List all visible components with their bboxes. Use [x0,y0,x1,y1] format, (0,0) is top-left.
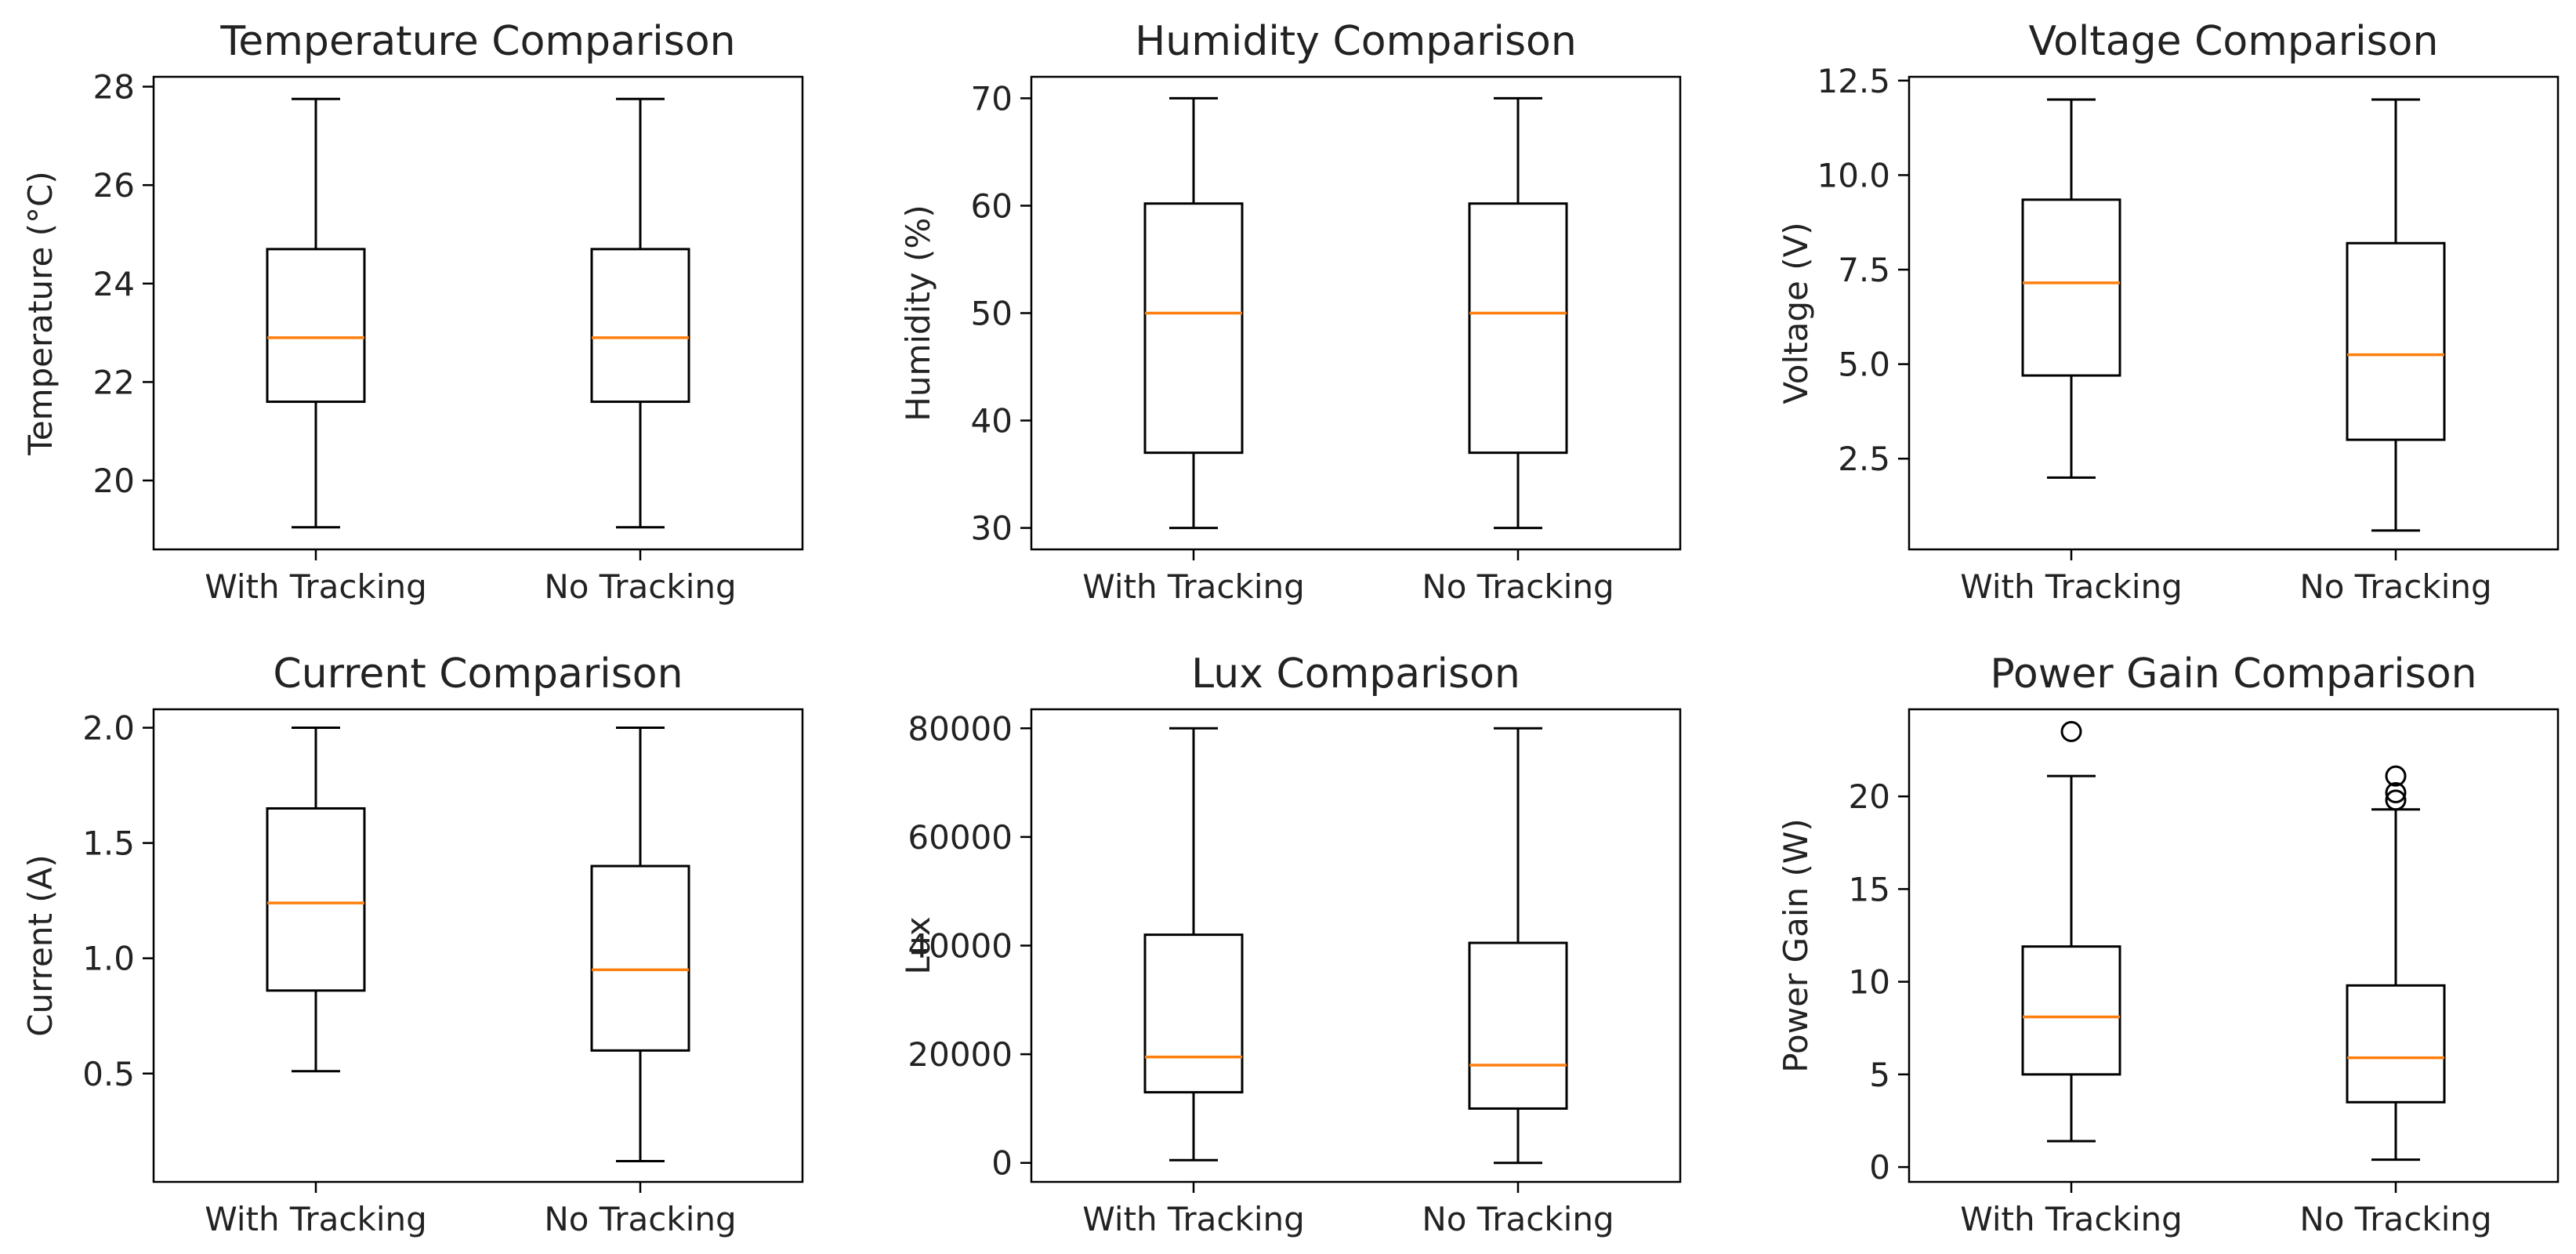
outlier-point [2385,765,2407,787]
y-tick-label: 80000 [908,709,1013,748]
y-axis-label: Temperature (°C) [21,171,60,456]
outlier-point [2385,789,2407,811]
axes-frame [152,75,804,551]
box-no-tracking [590,97,690,529]
y-tick-label: 28 [93,68,135,107]
y-tick-label: 5.0 [1838,346,1890,384]
y-tick-label: 0 [1869,1148,1890,1187]
box-with-tracking [1143,96,1244,530]
x-tick-label: No Tracking [1422,567,1614,606]
chart-title: Power Gain Comparison [1990,651,2476,698]
x-tick-label: With Tracking [1082,567,1305,606]
axes-frame [1908,708,2560,1183]
box-no-tracking [590,727,690,1163]
y-tick-label: 60000 [908,818,1013,857]
chart-title: Voltage Comparison [2029,18,2439,65]
x-tick-label: With Tracking [1960,567,2183,606]
y-axis-label: Humidity (%) [899,205,937,421]
y-tick-label: 7.5 [1838,251,1890,289]
panel-5: Lux Comparison Lux 0 20000 40000 60000 80000 Wi… [899,651,1682,1238]
box-no-tracking [2346,98,2446,532]
x-tick-label: With Tracking [1960,1200,2183,1238]
panel-1: Temperature Comparison Temperature (°C) 20… [21,18,804,606]
box-with-tracking [266,97,366,529]
panel-3: Voltage Comparison Voltage (V) 2.5 5.0 7.5 10… [1777,18,2560,606]
axes-frame [1030,75,1682,551]
iqr-box [2021,198,2121,377]
chart-title: Current Comparison [273,651,683,698]
y-axis-label: Power Gain (W) [1777,818,1815,1073]
y-tick-label: 20 [1849,777,1890,816]
y-tick-label: 12.5 [1817,62,1890,100]
y-tick-label: 0 [991,1144,1013,1183]
y-tick-label: 5 [1869,1056,1890,1094]
iqr-box [266,806,366,992]
y-tick-label: 60 [971,187,1013,225]
outlier-point [2385,781,2407,803]
iqr-box [2021,945,2121,1076]
box-with-tracking [2021,98,2121,479]
iqr-box [2346,984,2446,1104]
iqr-box [2346,241,2446,441]
x-tick-label: No Tracking [2299,567,2491,606]
x-tick-label: No Tracking [2299,1200,2491,1238]
box-with-tracking [1143,727,1244,1162]
y-tick-label: 26 [93,166,135,205]
y-tick-label: 1.5 [82,825,135,863]
axes-frame [152,708,804,1183]
y-axis-label: Lux [899,916,937,974]
iqr-box [266,248,366,404]
x-tick-label: No Tracking [544,567,736,606]
y-tick-label: 2.0 [82,709,135,748]
y-tick-label: 10 [1849,963,1890,1002]
iqr-box [590,248,690,404]
iqr-box [1468,941,1568,1110]
y-tick-label: 0.5 [82,1055,135,1093]
axes-frame [1908,75,2560,551]
x-tick-label: With Tracking [1082,1200,1305,1238]
chart-title: Lux Comparison [1191,651,1520,698]
box-with-tracking [266,727,366,1073]
chart-title: Humidity Comparison [1135,18,1577,65]
box-no-tracking [2346,765,2446,1162]
y-tick-label: 70 [971,79,1013,118]
y-tick-label: 20 [93,462,135,500]
y-tick-label: 40 [971,402,1013,440]
iqr-box [590,864,690,1052]
y-axis-label: Voltage (V) [1777,222,1815,404]
y-tick-label: 15 [1849,870,1890,908]
iqr-box [1468,202,1568,455]
y-tick-label: 50 [971,295,1013,333]
y-tick-label: 1.0 [82,940,135,978]
panel-6: Power Gain Comparison Power Gain (W) 0 5 10 1… [1777,651,2560,1238]
y-tick-label: 10.0 [1817,156,1890,194]
panel-4: Current Comparison Current (A) 0.5 1.0 1.5 2.… [21,651,804,1238]
y-tick-label: 2.5 [1838,440,1890,478]
x-tick-label: With Tracking [205,567,427,606]
axes-frame [1030,708,1682,1183]
y-tick-label: 20000 [908,1035,1013,1074]
chart-title: Temperature Comparison [219,18,735,65]
iqr-box [1143,202,1244,455]
x-tick-label: With Tracking [205,1200,427,1238]
y-tick-label: 22 [93,363,135,401]
x-tick-label: No Tracking [544,1200,736,1238]
box-with-tracking [2021,720,2121,1143]
y-tick-label: 24 [93,265,135,303]
iqr-box [1143,933,1244,1094]
y-tick-label: 30 [971,509,1013,548]
outlier-point [2060,720,2082,742]
box-no-tracking [1468,727,1568,1165]
box-no-tracking [1468,96,1568,530]
x-tick-label: No Tracking [1422,1200,1614,1238]
y-axis-label: Current (A) [21,854,60,1037]
panel-2: Humidity Comparison Humidity (%) 30 40 50 60 7… [899,18,1682,606]
y-tick-label: 40000 [908,927,1013,966]
